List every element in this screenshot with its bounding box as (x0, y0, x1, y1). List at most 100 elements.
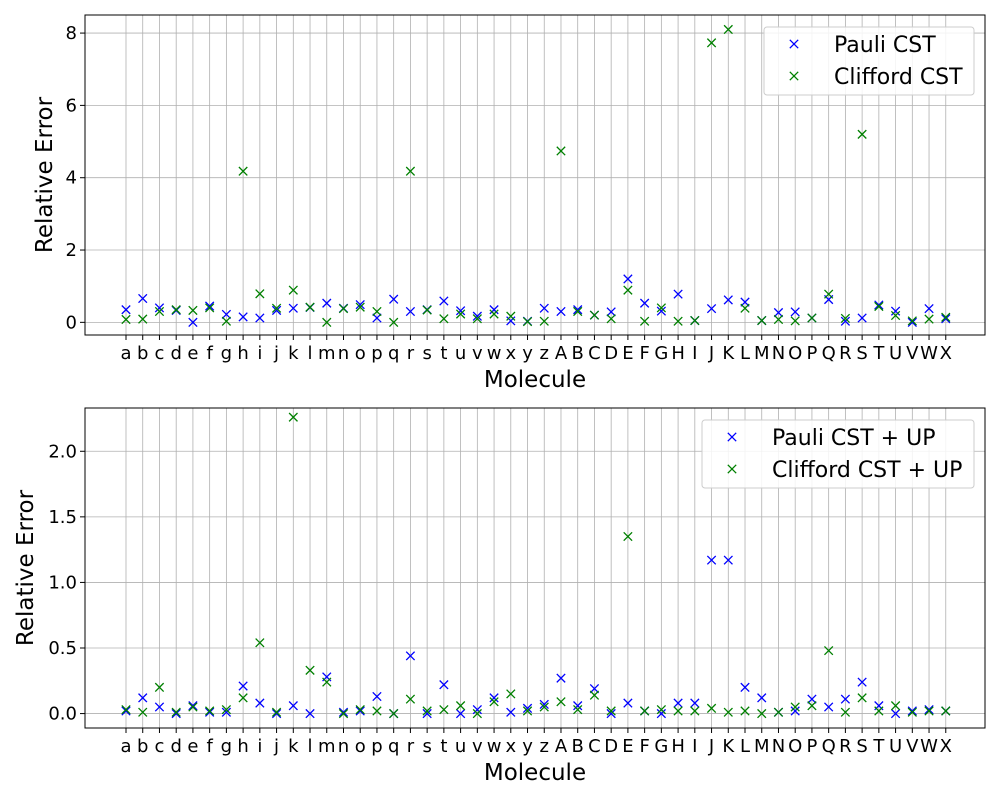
x-tick-label: A (555, 736, 568, 757)
x-tick-label: V (906, 736, 919, 757)
data-point (422, 708, 432, 719)
x-tick-label: p (371, 736, 382, 757)
x-tick-label: n (338, 736, 349, 757)
x-tick-label: z (540, 343, 549, 364)
data-point (405, 651, 416, 661)
data-point (857, 129, 867, 139)
y-tick-label: 4 (66, 168, 77, 189)
data-point (623, 698, 633, 708)
data-point (221, 704, 232, 715)
data-point (690, 698, 700, 708)
data-point (188, 702, 198, 712)
legend: Pauli CST Clifford CST (763, 26, 975, 96)
data-point (422, 706, 432, 716)
x-tick-label: l (308, 736, 313, 757)
x-tick-label: o (355, 736, 366, 757)
x-tick-label: R (839, 343, 852, 364)
data-point (489, 309, 499, 319)
x-tick-label: g (221, 343, 232, 364)
legend-label: Clifford CST (834, 65, 963, 90)
x-tick-label: q (388, 343, 399, 364)
y-axis: 0.0 0.5 1.0 1.5 2.0 (48, 441, 85, 725)
x-tick-label: f (206, 343, 213, 364)
data-point (138, 314, 148, 324)
x-tick-label: L (740, 736, 750, 757)
x-tick-label: I (692, 736, 697, 757)
data-point (489, 305, 499, 315)
x-tick-label: v (472, 736, 483, 757)
x-tick-label: N (772, 343, 785, 364)
data-point (138, 707, 148, 717)
data-point (706, 555, 717, 565)
data-point (389, 294, 399, 304)
x-tick-label: X (940, 736, 952, 757)
data-point (757, 315, 767, 326)
data-point (271, 707, 282, 717)
x-tick-label: h (237, 736, 248, 757)
x-tick-label: s (422, 343, 431, 364)
series-0 (121, 274, 951, 328)
data-point (556, 697, 566, 707)
data-point (623, 531, 633, 542)
data-point (188, 317, 198, 328)
x-tick-label: U (889, 736, 902, 757)
data-point (890, 708, 901, 719)
data-point (455, 701, 466, 711)
data-point (824, 289, 834, 299)
data-point (455, 306, 466, 316)
data-point (338, 707, 349, 717)
data-point (907, 317, 917, 328)
y-tick-label: 0 (66, 312, 77, 333)
x-tick-label: r (407, 343, 415, 364)
x-tick-label: m (318, 736, 336, 757)
data-point (288, 701, 298, 711)
y-tick-label: 1.5 (48, 507, 77, 528)
legend-marker (727, 432, 737, 442)
data-point (154, 702, 165, 712)
data-point (121, 704, 131, 715)
data-point (941, 314, 951, 324)
data-point (740, 682, 750, 693)
x-tick-label: K (722, 736, 735, 757)
data-point (556, 146, 566, 156)
data-point (389, 317, 399, 328)
data-point (154, 682, 165, 693)
data-point (288, 412, 298, 422)
data-point (154, 303, 165, 313)
x-axis-label: Molecule (484, 760, 586, 786)
data-point (690, 315, 700, 326)
data-point (907, 316, 917, 326)
data-point (757, 693, 767, 703)
x-tick-label: c (155, 343, 165, 364)
data-point (539, 699, 549, 710)
x-tick-label: I (692, 343, 697, 364)
x-tick-label: x (505, 343, 516, 364)
data-point (573, 704, 583, 715)
x-tick-label: y (522, 343, 533, 364)
data-point (740, 303, 750, 313)
data-point (238, 693, 248, 703)
data-point (857, 677, 867, 687)
data-point (690, 706, 700, 716)
data-point (924, 303, 934, 314)
x-tick-label: B (572, 343, 584, 364)
data-point (807, 694, 817, 704)
x-tick-label: H (671, 736, 685, 757)
x-tick-label: p (371, 343, 382, 364)
x-tick-label: i (257, 736, 262, 757)
data-point (573, 305, 583, 315)
data-point (589, 310, 600, 320)
x-tick-label: X (940, 343, 952, 364)
x-tick-label: P (807, 736, 818, 757)
x-tick-label: l (308, 343, 313, 364)
x-tick-label: r (407, 736, 415, 757)
data-point (840, 707, 851, 717)
plot-frame (84, 14, 986, 336)
data-point (573, 701, 583, 711)
data-point (305, 302, 315, 312)
data-point (389, 708, 399, 719)
x-tick-label: a (120, 343, 131, 364)
data-point (322, 298, 332, 308)
